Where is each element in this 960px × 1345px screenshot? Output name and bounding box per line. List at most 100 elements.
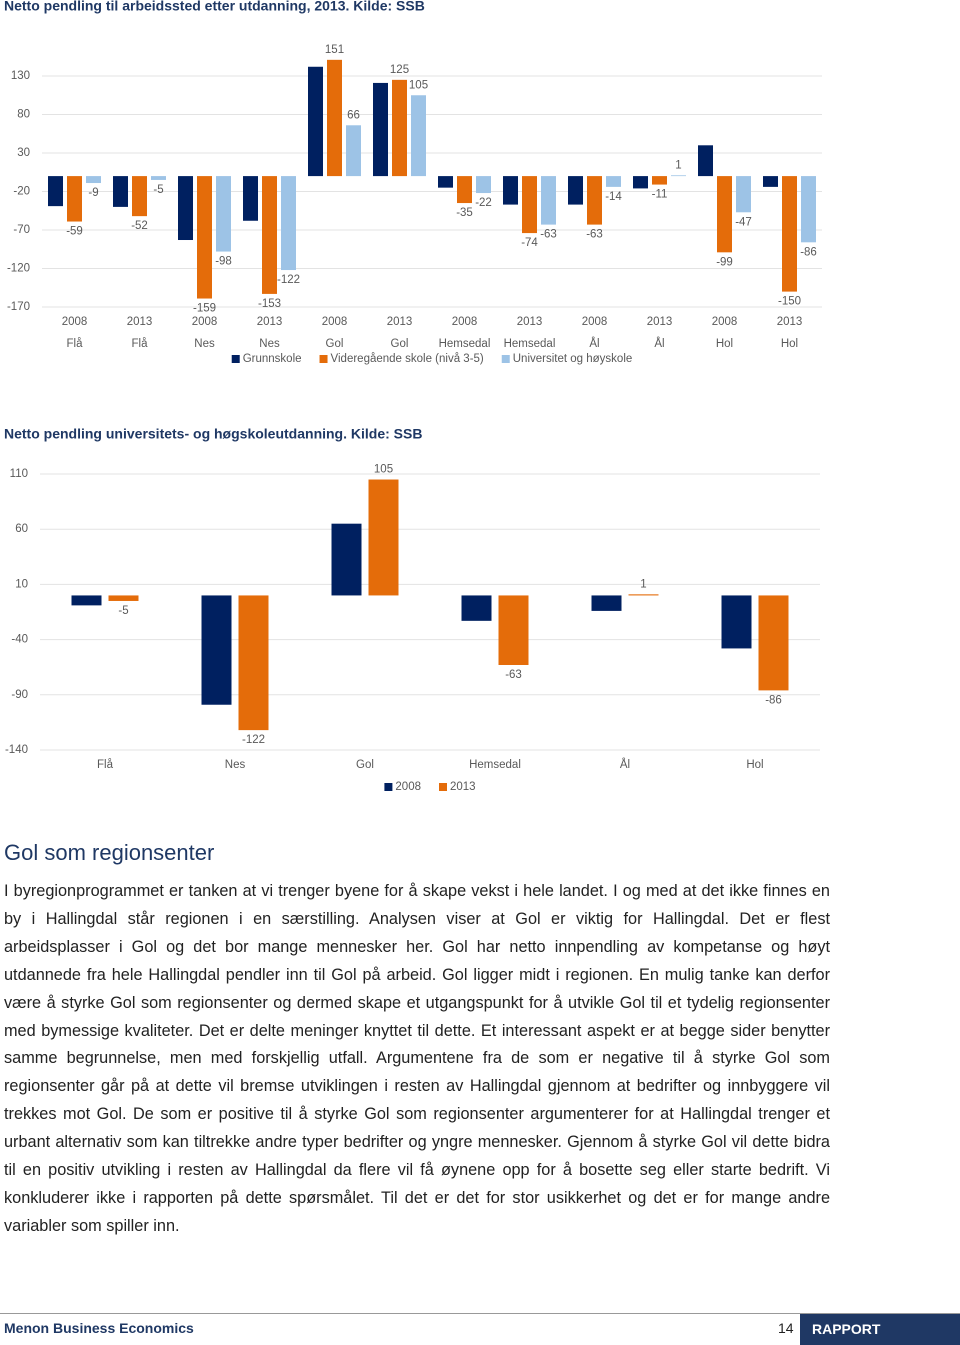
bar xyxy=(178,176,193,241)
y-tick-label: 80 xyxy=(17,109,30,121)
x-tick-label: Gol xyxy=(356,759,374,771)
heading: Gol som regionsenter xyxy=(4,840,215,865)
data-label: -86 xyxy=(765,694,782,706)
bar xyxy=(457,176,472,204)
bar xyxy=(48,176,63,207)
bar xyxy=(67,176,82,222)
y-tick-label: -170 xyxy=(7,301,30,313)
y-tick-label: 110 xyxy=(10,468,28,480)
bar xyxy=(308,66,323,177)
bar xyxy=(721,595,752,649)
legend-label: Universitet og høyskole xyxy=(513,353,633,365)
bar xyxy=(346,125,361,177)
legend-swatch xyxy=(231,355,240,363)
data-label: -159 xyxy=(193,303,216,315)
bar xyxy=(411,95,426,177)
y-tick-label: -20 xyxy=(13,186,30,198)
data-label: -9 xyxy=(88,187,98,199)
data-label: -122 xyxy=(277,274,300,286)
data-label: 1 xyxy=(640,578,646,590)
legend-swatch xyxy=(439,783,447,791)
chart: Netto pendling til arbeidssted etter utd… xyxy=(4,0,822,365)
x-group-label: Hol xyxy=(781,338,798,350)
x-tick-label: 2013 xyxy=(257,316,283,328)
bar xyxy=(368,479,399,596)
bar xyxy=(331,523,362,596)
data-label: 125 xyxy=(390,64,409,76)
bar xyxy=(587,176,602,225)
x-tick-label: 2008 xyxy=(712,316,738,328)
chart: Netto pendling universitets- og høgskole… xyxy=(4,426,820,793)
bar xyxy=(476,176,491,194)
bar xyxy=(461,595,492,621)
data-label: -98 xyxy=(215,256,232,268)
data-label: -14 xyxy=(605,191,622,203)
legend-label: Grunnskole xyxy=(243,353,302,365)
legend-swatch xyxy=(501,355,510,363)
data-label: -63 xyxy=(505,669,522,681)
bar xyxy=(591,595,622,611)
x-tick-label: 2013 xyxy=(387,316,413,328)
bar xyxy=(717,176,732,253)
bar xyxy=(238,595,269,731)
x-tick-label: 2008 xyxy=(582,316,608,328)
bar xyxy=(216,176,231,252)
data-label: -22 xyxy=(475,197,492,209)
legend-swatch xyxy=(319,355,328,363)
x-tick-label: 2013 xyxy=(647,316,673,328)
bar xyxy=(782,176,797,292)
x-tick-label: 2008 xyxy=(62,316,88,328)
paragraph: I byregionprogrammet er tanken at vi tre… xyxy=(4,882,830,1235)
chart-title: Netto pendling til arbeidssted etter utd… xyxy=(4,0,425,14)
legend: 2008 2013 xyxy=(384,781,476,793)
data-label: 66 xyxy=(347,109,360,121)
bar xyxy=(801,176,816,243)
y-tick-label: 10 xyxy=(15,578,28,590)
data-label: -5 xyxy=(118,605,128,617)
x-tick-label: Nes xyxy=(225,759,246,771)
data-label: -5 xyxy=(153,184,163,196)
data-label: -122 xyxy=(242,734,265,746)
bar xyxy=(108,595,139,601)
bar xyxy=(503,176,518,205)
x-tick-label: Hemsedal xyxy=(469,759,521,771)
y-tick-label: -120 xyxy=(7,263,30,275)
y-tick-label: 130 xyxy=(11,70,30,82)
bar xyxy=(736,176,751,213)
data-label: -153 xyxy=(258,298,281,310)
data-label: 1 xyxy=(675,159,681,171)
bar xyxy=(698,145,713,177)
bar xyxy=(113,176,128,207)
bar xyxy=(373,82,388,177)
data-label: -74 xyxy=(521,237,538,249)
x-group-label: Flå xyxy=(67,338,84,350)
bar xyxy=(633,176,648,189)
x-tick-label: 2013 xyxy=(517,316,543,328)
bar xyxy=(438,176,453,188)
x-group-label: Nes xyxy=(259,338,280,350)
x-group-label: Ål xyxy=(589,337,599,350)
bar xyxy=(281,176,296,271)
x-group-label: Hemsedal xyxy=(504,338,556,350)
y-tick-label: -40 xyxy=(11,634,28,646)
bar xyxy=(628,594,659,596)
bar xyxy=(763,176,778,187)
x-tick-label: 2013 xyxy=(777,316,803,328)
y-tick-label: -70 xyxy=(13,224,30,236)
footer-rule xyxy=(0,1313,960,1314)
x-tick-label: 2008 xyxy=(322,316,348,328)
bar xyxy=(652,176,667,185)
bar xyxy=(498,595,529,665)
page-number: 14 xyxy=(778,1320,794,1336)
legend-label: 2008 xyxy=(395,781,421,793)
y-tick-label: -140 xyxy=(5,744,28,756)
data-label: -86 xyxy=(800,246,817,258)
x-tick-label: 2008 xyxy=(452,316,478,328)
x-group-label: Nes xyxy=(194,338,215,350)
bar xyxy=(243,176,258,221)
data-label: 105 xyxy=(409,79,428,91)
x-group-label: Hol xyxy=(716,338,733,350)
bar xyxy=(758,595,789,691)
bar xyxy=(327,59,342,177)
data-label: -11 xyxy=(652,189,668,201)
